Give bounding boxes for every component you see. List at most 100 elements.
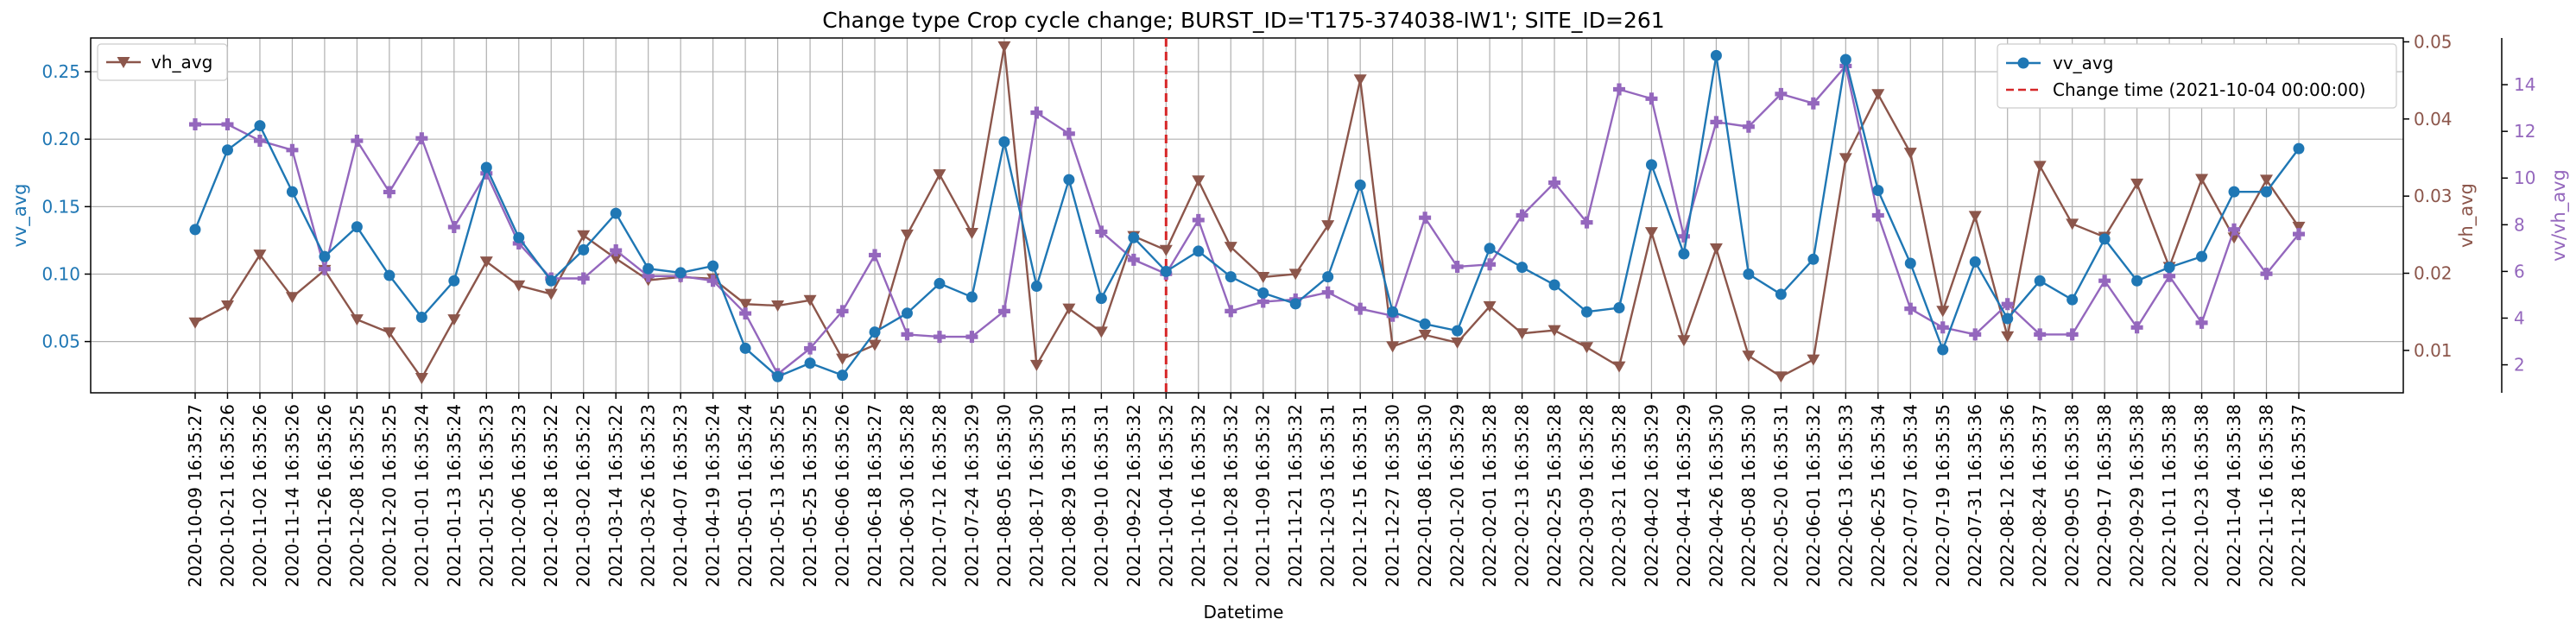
point-vv-avg <box>1548 279 1560 291</box>
point-vv-vh-avg <box>1095 225 1108 238</box>
x-tick-label: 2021-12-03 16:35:31 <box>1318 404 1339 587</box>
point-vh-avg <box>2195 174 2209 186</box>
point-vh-avg <box>1903 148 1917 160</box>
series-line-vh-avg <box>194 45 2300 380</box>
point-vh-avg <box>1807 354 1820 366</box>
point-vv-vh-avg <box>577 272 590 285</box>
x-tick-label: 2022-09-29 16:35:38 <box>2127 404 2148 587</box>
point-vv-avg <box>480 161 492 174</box>
point-vv-vh-avg <box>1936 321 1949 334</box>
point-vv-vh-avg <box>1127 253 1140 266</box>
point-vv-vh-avg <box>383 186 396 199</box>
point-vv-vh-avg <box>189 118 201 131</box>
y-right-axis-label: vh_avg <box>2456 183 2478 248</box>
point-vv-vh-avg <box>1548 176 1561 189</box>
y-left-tick-label: 0.05 <box>41 332 80 352</box>
x-tick-label: 2021-05-25 16:35:25 <box>800 404 820 587</box>
point-vv-vh-avg <box>2195 316 2208 329</box>
y-right2-tick-label: 12 <box>2514 121 2535 142</box>
point-vv-vh-avg <box>1742 120 1755 133</box>
x-tick-label: 2021-08-29 16:35:31 <box>1059 404 1079 587</box>
series-vv-avg <box>189 49 2305 382</box>
point-vv-vh-avg <box>1580 216 1593 229</box>
point-vh-avg <box>1516 328 1529 340</box>
point-vv-avg <box>1354 179 1366 191</box>
point-vv-vh-avg <box>836 305 849 318</box>
y-right2-tick-label: 8 <box>2514 214 2525 235</box>
x-tick-label: 2020-10-09 16:35:27 <box>185 404 206 587</box>
point-vv-avg <box>610 207 622 219</box>
y-right-tick-label: 0.02 <box>2414 263 2453 284</box>
point-vv-avg <box>351 221 363 233</box>
x-tick-label: 2021-04-19 16:35:24 <box>703 404 724 587</box>
point-vv-avg <box>674 267 687 279</box>
x-tick-label: 2021-09-22 16:35:32 <box>1123 404 1144 587</box>
x-tick-label: 2022-02-25 16:35:28 <box>1544 404 1565 587</box>
point-vv-vh-avg <box>1354 302 1367 315</box>
point-vv-avg <box>965 291 978 303</box>
point-vv-avg <box>1452 325 1464 337</box>
point-vv-vh-avg <box>1807 97 1820 110</box>
point-vh-avg <box>1386 341 1400 353</box>
x-tick-label: 2022-11-04 16:35:38 <box>2224 404 2244 587</box>
point-vh-avg <box>447 314 461 326</box>
point-vh-avg <box>1871 89 1885 101</box>
point-vv-vh-avg <box>1062 127 1075 140</box>
x-tick-label: 2022-06-01 16:35:32 <box>1803 404 1824 587</box>
y-axis-right: 0.01 0.02 0.03 0.04 0.05 vh_avg <box>2403 31 2478 361</box>
point-vh-avg <box>738 299 752 311</box>
x-tick-label: 2022-05-08 16:35:30 <box>1738 404 1759 587</box>
point-vv-avg <box>2066 294 2079 306</box>
y-right2-tick-label: 14 <box>2514 74 2535 95</box>
y-right-tick-label: 0.03 <box>2414 186 2453 206</box>
point-vh-avg <box>2292 221 2306 233</box>
x-tick-label: 2021-03-14 16:35:22 <box>605 404 626 587</box>
point-vv-vh-avg <box>804 342 817 355</box>
point-vh-avg <box>1062 303 1076 315</box>
point-vv-avg <box>869 326 881 338</box>
point-vv-avg <box>1839 54 1851 66</box>
point-vv-vh-avg <box>2260 268 2273 281</box>
point-vv-avg <box>1193 245 1205 257</box>
point-vh-avg <box>1418 329 1432 341</box>
point-vh-avg <box>1256 271 1270 283</box>
x-tick-label: 2022-11-28 16:35:37 <box>2288 404 2309 587</box>
point-vh-avg <box>868 339 882 351</box>
y-right2-tick-label: 4 <box>2514 307 2525 328</box>
x-tick-label: 2020-12-08 16:35:25 <box>346 404 367 587</box>
point-vv-avg <box>901 307 913 319</box>
point-vv-avg <box>707 260 719 272</box>
point-vh-avg <box>1742 351 1756 363</box>
point-vh-avg <box>285 292 299 304</box>
point-vv-vh-avg <box>318 262 331 275</box>
point-vv-vh-avg <box>901 328 914 341</box>
point-vv-avg <box>2196 250 2208 262</box>
legend-vv-marker <box>2017 57 2029 69</box>
point-vv-vh-avg <box>965 331 978 344</box>
x-tick-label: 2022-09-17 16:35:38 <box>2094 404 2115 587</box>
point-vv-avg <box>1257 287 1269 299</box>
x-tick-label: 2022-05-20 16:35:31 <box>1770 404 1791 587</box>
point-vv-vh-avg <box>351 134 364 147</box>
y-right2-tick-label: 6 <box>2514 261 2525 281</box>
y-axis-right2: 2 4 6 8 10 12 14 vv/vh_avg <box>2501 38 2570 393</box>
x-tick-label: 2021-12-27 16:35:30 <box>1383 404 1403 587</box>
point-vv-avg <box>221 144 233 156</box>
y-right-tick-label: 0.01 <box>2414 340 2453 361</box>
x-tick-label: 2022-09-05 16:35:38 <box>2062 404 2083 587</box>
point-vv-vh-avg <box>2293 228 2305 241</box>
point-vv-vh-avg <box>1645 92 1658 105</box>
point-vv-vh-avg <box>1451 260 1464 273</box>
y-left-tick-label: 0.10 <box>41 263 80 284</box>
point-vh-avg <box>900 229 914 241</box>
point-vv-avg <box>513 231 525 243</box>
x-tick-label: 2022-08-12 16:35:36 <box>1997 404 2018 587</box>
point-vv-avg <box>189 224 201 236</box>
x-axis-label: Datetime <box>1204 602 1284 622</box>
point-vv-avg <box>1095 293 1107 305</box>
point-vv-avg <box>2002 313 2014 325</box>
point-vv-avg <box>804 357 816 370</box>
point-vv-vh-avg <box>286 143 299 156</box>
